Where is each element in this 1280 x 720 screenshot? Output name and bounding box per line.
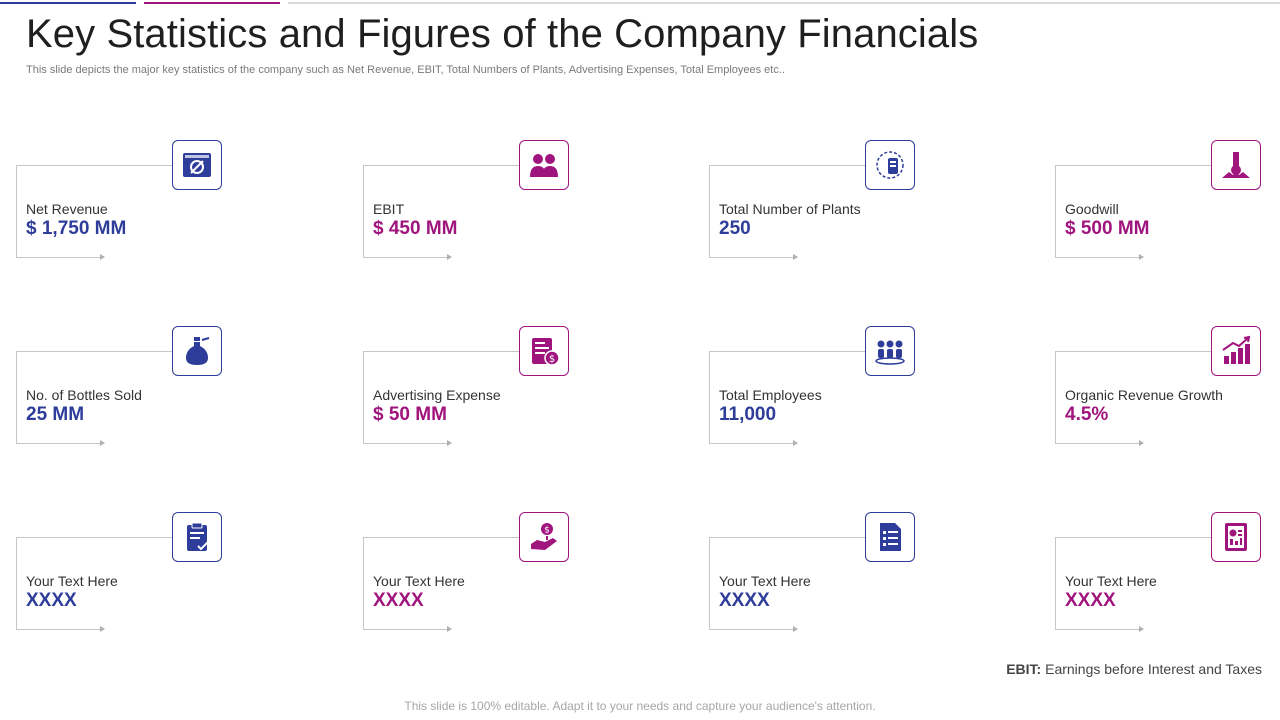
stat-label: Your Text Here	[26, 573, 118, 589]
card-frame	[16, 537, 172, 630]
disclaimer: This slide is 100% editable. Adapt it to…	[404, 699, 876, 713]
stat-label: EBIT	[373, 201, 405, 217]
stat-card-placeholder-2: $ Your Text Here XXXX	[363, 512, 573, 637]
stat-label: Net Revenue	[26, 201, 108, 217]
footnote-term: EBIT:	[1006, 661, 1042, 677]
stat-card-ebit: EBIT $ 450 MM	[363, 140, 573, 265]
stat-card-advertising: $ Advertising Expense $ 50 MM	[363, 326, 573, 451]
goodwill-icon	[1211, 140, 1261, 190]
arrow-icon	[100, 626, 105, 632]
stat-card-organic-growth: Organic Revenue Growth 4.5%	[1055, 326, 1265, 451]
card-baseline	[1055, 443, 1139, 444]
card-frame	[16, 165, 172, 258]
footnote: EBIT: Earnings before Interest and Taxes	[1006, 661, 1262, 677]
employees-icon	[865, 326, 915, 376]
stat-label: Total Employees	[719, 387, 822, 403]
team-icon	[519, 140, 569, 190]
card-baseline	[16, 257, 100, 258]
card-frame	[1055, 165, 1211, 258]
card-frame	[1055, 351, 1211, 444]
stat-value: 11,000	[719, 404, 777, 425]
revenue-icon	[172, 140, 222, 190]
stat-card-net-revenue: Net Revenue $ 1,750 MM	[16, 140, 226, 265]
card-baseline	[363, 629, 447, 630]
arrow-icon	[793, 626, 798, 632]
card-baseline	[16, 629, 100, 630]
stat-label: Your Text Here	[373, 573, 465, 589]
card-frame	[709, 351, 865, 444]
stat-label: Total Number of Plants	[719, 201, 861, 217]
bottle-icon	[172, 326, 222, 376]
stat-value: 4.5%	[1065, 404, 1109, 425]
stat-value: 250	[719, 218, 751, 239]
money-hand-icon: $	[519, 512, 569, 562]
stat-label: Your Text Here	[1065, 573, 1157, 589]
stat-label: Organic Revenue Growth	[1065, 387, 1223, 403]
stat-value: $ 1,750 MM	[26, 218, 127, 239]
stat-value: XXXX	[1065, 590, 1116, 611]
card-baseline	[1055, 629, 1139, 630]
stat-card-goodwill: Goodwill $ 500 MM	[1055, 140, 1265, 265]
stat-card-placeholder-3: Your Text Here XXXX	[709, 512, 919, 637]
arrow-icon	[1139, 626, 1144, 632]
card-baseline	[709, 443, 793, 444]
arrow-icon	[1139, 254, 1144, 260]
stat-card-placeholder-4: Your Text Here XXXX	[1055, 512, 1265, 637]
invoice-icon: $	[519, 326, 569, 376]
accent-bar-blue	[0, 2, 136, 4]
card-frame	[1055, 537, 1211, 630]
arrow-icon	[793, 440, 798, 446]
arrow-icon	[100, 254, 105, 260]
card-baseline	[709, 629, 793, 630]
plant-cycle-icon	[865, 140, 915, 190]
card-frame	[709, 537, 865, 630]
page-subtitle: This slide depicts the major key statist…	[26, 64, 785, 76]
stat-label: Goodwill	[1065, 201, 1119, 217]
arrow-icon	[793, 254, 798, 260]
stat-card-bottles: No. of Bottles Sold 25 MM	[16, 326, 226, 451]
stat-label: No. of Bottles Sold	[26, 387, 142, 403]
stat-value: XXXX	[719, 590, 770, 611]
stat-value: $ 450 MM	[373, 218, 458, 239]
arrow-icon	[447, 440, 452, 446]
stat-value: 25 MM	[26, 404, 85, 425]
arrow-icon	[447, 254, 452, 260]
card-baseline	[363, 257, 447, 258]
card-frame	[363, 537, 519, 630]
svg-text:$: $	[549, 354, 555, 365]
stat-label: Advertising Expense	[373, 387, 501, 403]
stat-value: $ 500 MM	[1065, 218, 1150, 239]
card-frame	[16, 351, 172, 444]
stat-label: Your Text Here	[719, 573, 811, 589]
card-frame	[363, 351, 519, 444]
card-baseline	[709, 257, 793, 258]
stat-card-plants: Total Number of Plants 250	[709, 140, 919, 265]
stat-value: XXXX	[26, 590, 77, 611]
stat-value: XXXX	[373, 590, 424, 611]
stat-card-placeholder-1: Your Text Here XXXX	[16, 512, 226, 637]
growth-chart-icon	[1211, 326, 1261, 376]
clipboard-icon	[172, 512, 222, 562]
card-frame	[709, 165, 865, 258]
stat-value: $ 50 MM	[373, 404, 447, 425]
arrow-icon	[1139, 440, 1144, 446]
svg-text:$: $	[544, 526, 550, 536]
checklist-icon	[865, 512, 915, 562]
page-title: Key Statistics and Figures of the Compan…	[26, 12, 979, 56]
accent-bar-magenta	[144, 2, 280, 4]
stat-card-employees: Total Employees 11,000	[709, 326, 919, 451]
accent-bar-grey	[288, 2, 1280, 4]
card-baseline	[16, 443, 100, 444]
card-baseline	[363, 443, 447, 444]
footnote-definition: Earnings before Interest and Taxes	[1045, 661, 1262, 677]
card-baseline	[1055, 257, 1139, 258]
arrow-icon	[100, 440, 105, 446]
arrow-icon	[447, 626, 452, 632]
report-icon	[1211, 512, 1261, 562]
card-frame	[363, 165, 519, 258]
